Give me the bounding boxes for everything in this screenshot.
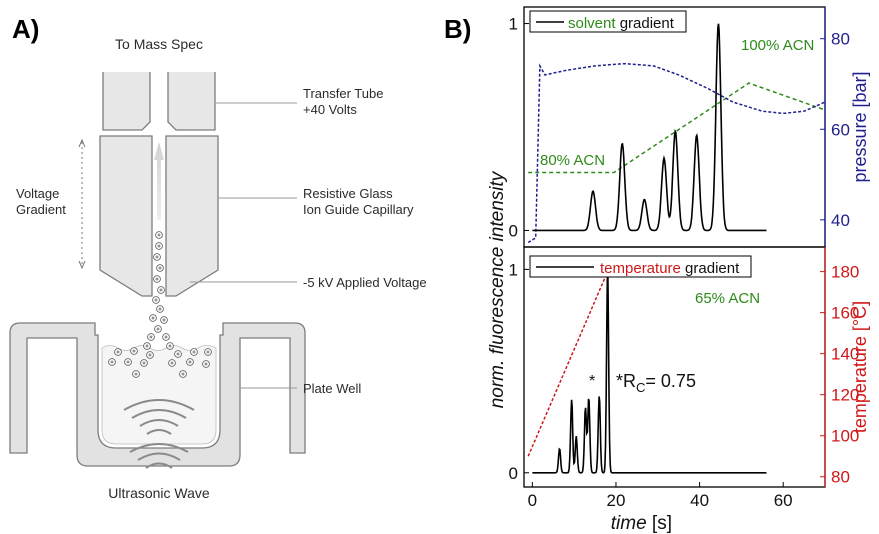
ion-droplet: [143, 342, 151, 350]
leader-lines: [190, 102, 297, 389]
plate-well: [9, 322, 306, 467]
label-applied-voltage: -5 kV Applied Voltage: [303, 275, 427, 290]
label-ultrasonic-wave: Ultrasonic Wave: [108, 485, 210, 501]
panel-b: B) norm. fluorescence intensity time [s]…: [444, 6, 870, 534]
panel-a: A): [9, 14, 427, 501]
ion-droplet: [124, 358, 132, 366]
ion-droplet: [168, 359, 176, 367]
ion-droplet: [156, 264, 164, 272]
ion-droplet: [157, 286, 165, 294]
panel-a-letter: A): [12, 14, 39, 44]
ion-droplet: [154, 325, 162, 333]
y-axis-title: norm. fluorescence intensity: [487, 170, 508, 408]
temperature-tick-label: 180: [831, 263, 859, 282]
fluorescence-trace-solvent: [532, 23, 767, 232]
temperature-tick-label: 100: [831, 427, 859, 446]
label-plate-well: Plate Well: [303, 381, 361, 396]
ultrasonic-wave: [123, 399, 195, 469]
ion-droplet: [155, 242, 163, 250]
bottom-left-axis: 01: [509, 260, 529, 483]
temperature-tick-label: 120: [831, 386, 859, 405]
ion-droplet: [149, 314, 157, 322]
ion-droplet: [140, 359, 148, 367]
panel-b-letter: B): [444, 14, 471, 44]
voltage-gradient-arrow: [78, 138, 86, 270]
x-axis-title: time [s]: [611, 513, 672, 534]
x-axis: 0 20 40 60: [528, 482, 793, 510]
ion-flow-arrow: [154, 142, 164, 220]
ion-guide-capillary: [99, 135, 219, 297]
label-gradient: Gradient: [16, 202, 66, 217]
fluorescence-trace-temperature: [532, 275, 767, 474]
top-right-axis: 40 60 80: [820, 7, 850, 247]
ion-droplet: [202, 360, 210, 368]
label-transfer-tube: Transfer Tube: [303, 86, 383, 101]
label-transfer-tube-volts: +40 Volts: [303, 102, 357, 117]
ion-droplet: [156, 305, 164, 313]
label-voltage: Voltage: [16, 186, 59, 201]
transfer-tube: [102, 72, 216, 131]
annotation-resolution: *RC= 0.75: [616, 371, 696, 395]
ion-droplet: [186, 358, 194, 366]
ion-droplet: [204, 348, 212, 356]
ion-droplet: [152, 296, 160, 304]
legend-text-solvent: solvent gradient: [568, 15, 675, 32]
annotation-65-acn: 65% ACN: [695, 290, 760, 307]
ion-droplet: [147, 333, 155, 341]
temperature-axis-title: temperature [°C]: [850, 301, 870, 433]
ion-droplet: [114, 348, 122, 356]
ion-droplet: [190, 348, 198, 356]
pressure-axis-title: pressure [bar]: [850, 71, 870, 182]
well-liquid: [101, 345, 217, 445]
x-tick-label: 60: [774, 491, 793, 510]
ion-droplet: [166, 342, 174, 350]
ion-droplet: [130, 347, 138, 355]
x-tick-label: 40: [690, 491, 709, 510]
annotation-80-acn: 80% ACN: [540, 152, 605, 169]
temperature-tick-label: 160: [831, 304, 859, 323]
top-left-axis: 01: [509, 15, 529, 240]
pressure-tick-label: 60: [831, 120, 850, 139]
ion-droplet: [179, 370, 187, 378]
pressure-tick-label: 80: [831, 30, 850, 49]
ion-droplet: [174, 350, 182, 358]
top-left-tick-label: 0: [509, 221, 518, 240]
bottom-legend: temperature gradient: [529, 255, 752, 278]
ion-droplet: [146, 351, 154, 359]
x-tick-label: 20: [607, 491, 626, 510]
annotation-asterisk: *: [589, 373, 595, 390]
annotation-100-acn: 100% ACN: [741, 37, 814, 54]
pressure-line: [527, 62, 826, 244]
bottom-left-tick-label: 0: [509, 464, 518, 483]
ion-droplet: [132, 370, 140, 378]
top-legend: solvent gradient: [529, 10, 687, 33]
label-resistive-glass: Resistive Glass: [303, 186, 393, 201]
charged-droplets: [108, 231, 212, 378]
x-tick-label: 0: [528, 491, 537, 510]
temperature-tick-label: 140: [831, 345, 859, 364]
ion-droplet: [153, 275, 161, 283]
bottom-left-tick-label: 1: [509, 260, 518, 279]
ion-droplet: [108, 358, 116, 366]
legend-text-temperature: temperature gradient: [600, 260, 740, 277]
ion-droplet: [162, 333, 170, 341]
ion-droplet: [155, 231, 163, 239]
label-ion-guide-capillary: Ion Guide Capillary: [303, 202, 414, 217]
top-left-tick-label: 1: [509, 15, 518, 34]
ion-droplet: [160, 316, 168, 324]
bottom-plot-frame: [523, 246, 826, 488]
pressure-tick-label: 40: [831, 211, 850, 230]
solvent-gradient-line: [528, 82, 826, 174]
bottom-right-axis: 80 100 120 140 160 180: [820, 247, 859, 487]
temperature-tick-label: 80: [831, 468, 850, 487]
label-mass-spec: To Mass Spec: [115, 36, 203, 52]
ion-droplet: [153, 253, 161, 261]
